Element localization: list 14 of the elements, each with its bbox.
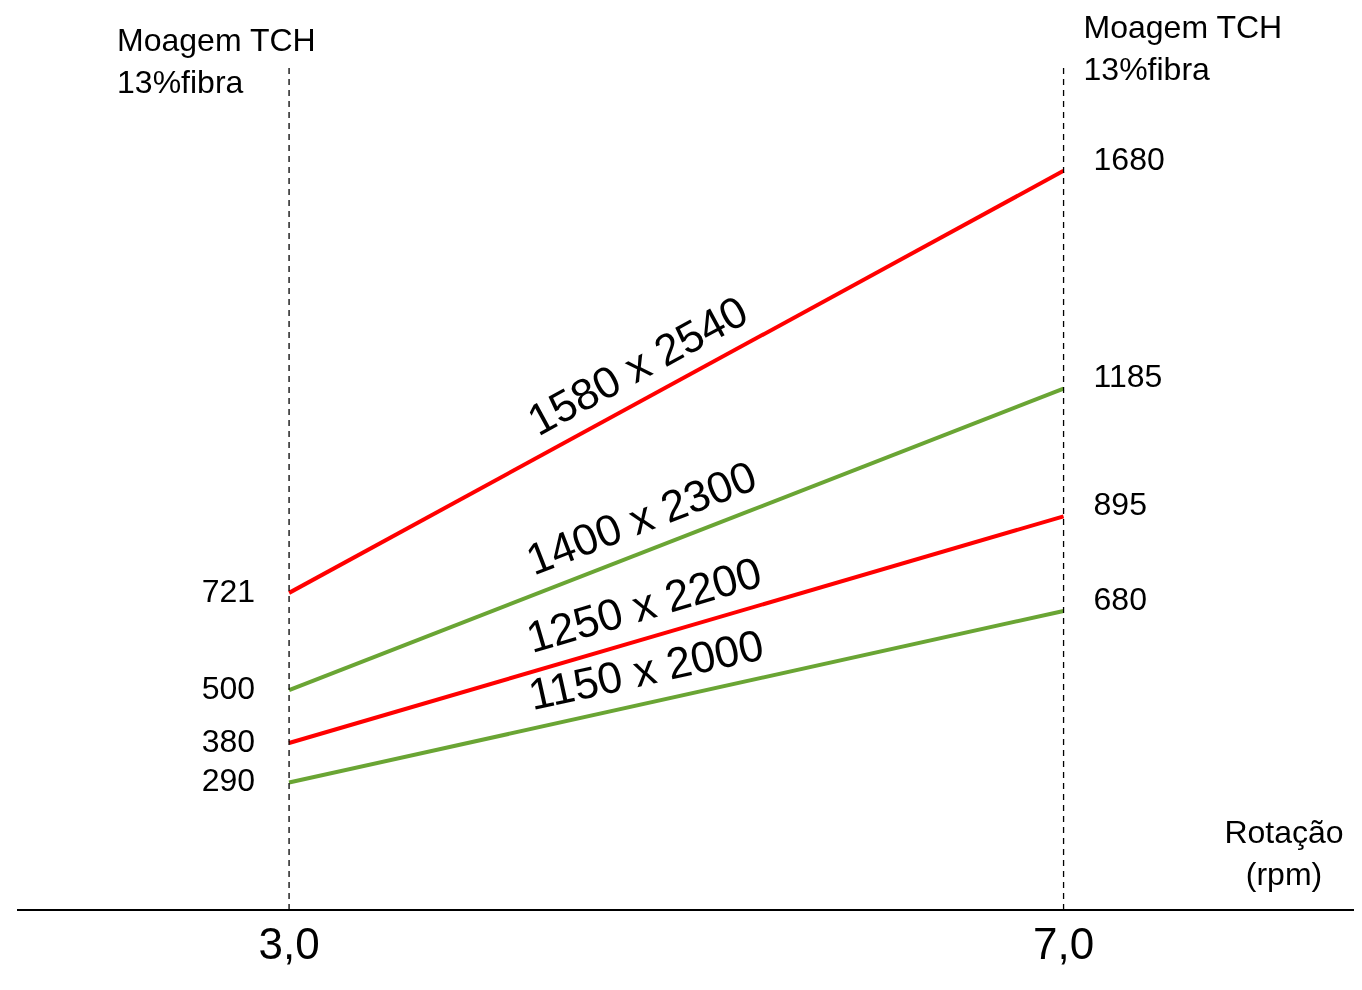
x-tick-label: 7,0	[1032, 918, 1095, 968]
data-label: 290	[201, 762, 256, 799]
data-label: 721	[201, 572, 256, 609]
text: 1580 x 2540	[519, 285, 756, 445]
data-label: 1185	[1093, 358, 1163, 395]
data-label: 380	[201, 722, 256, 759]
data-label: 895	[1093, 486, 1147, 523]
data-label: 1680	[1093, 140, 1165, 177]
x-axis-title: Rotação (rpm)	[1224, 814, 1344, 893]
data-label: 680	[1093, 580, 1147, 617]
x-tick-label: 3,0	[258, 918, 320, 968]
y2-axis-title: Moagem TCH 13%fibra	[1083, 8, 1283, 87]
y-axis-title: Moagem TCH 13%fibra	[117, 21, 316, 100]
data-label: 500	[201, 669, 256, 706]
